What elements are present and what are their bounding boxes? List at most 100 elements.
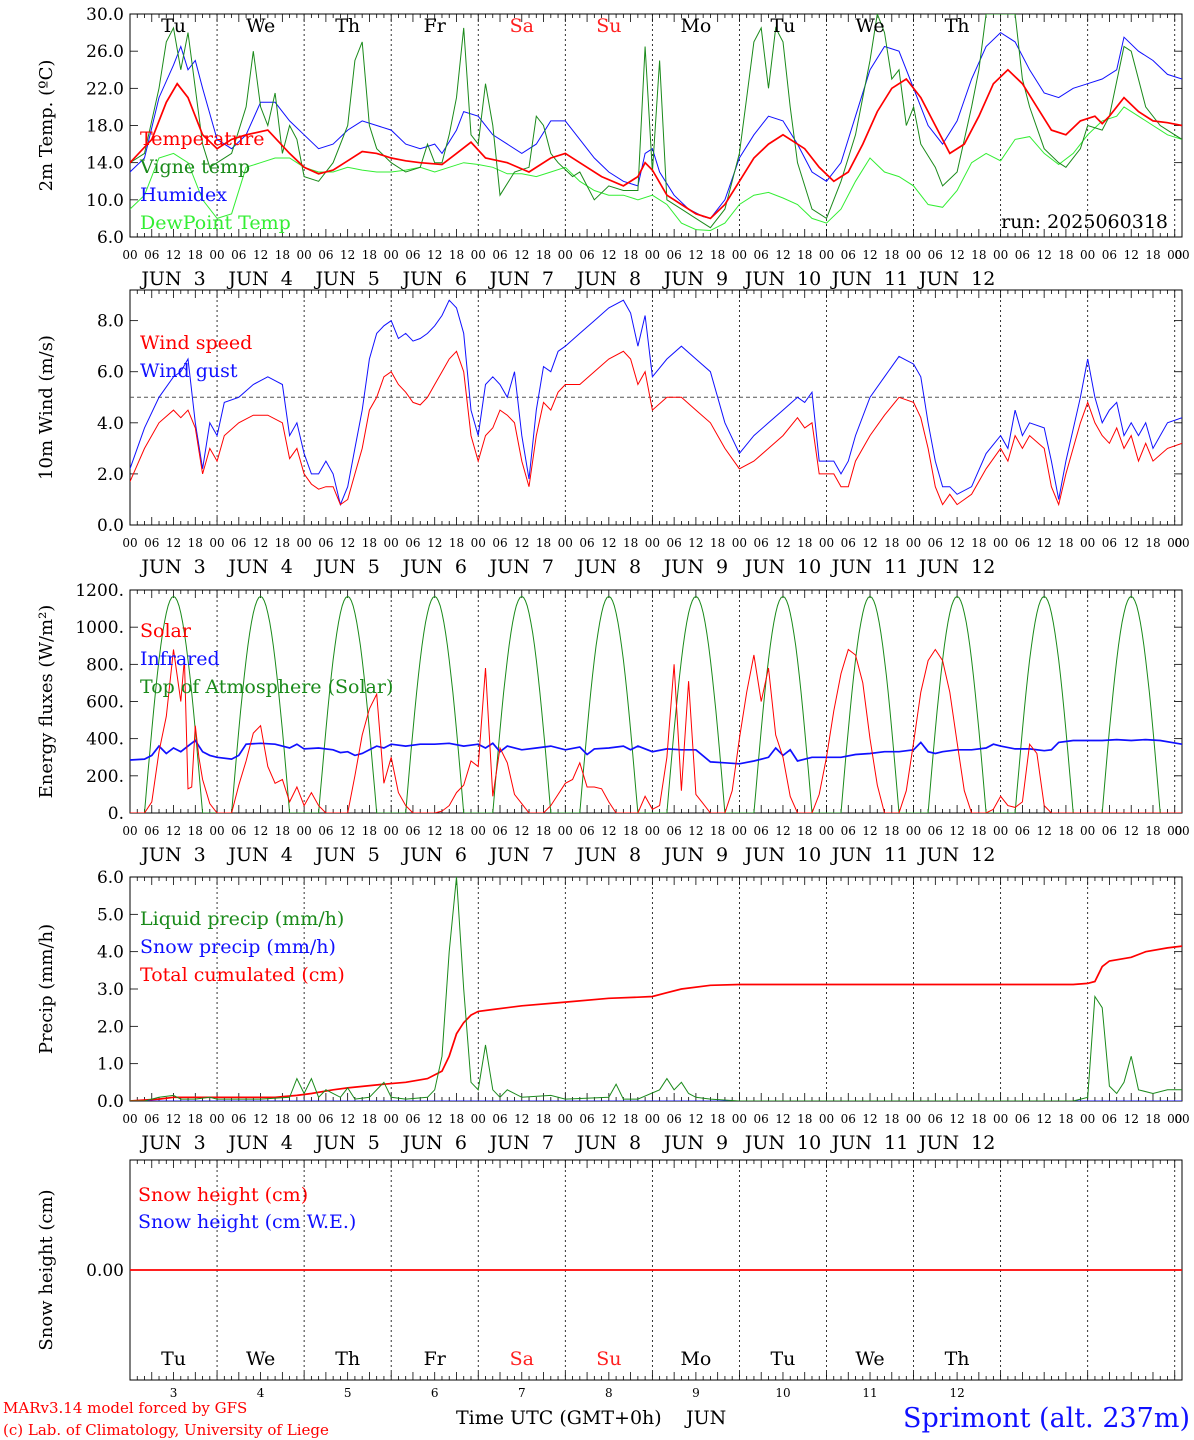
date-label: JUN 12	[917, 1132, 996, 1154]
hour-tick-label: 12	[253, 248, 268, 262]
hour-tick-label: 18	[1145, 1112, 1160, 1126]
run-label: run: 2025060318	[1001, 211, 1168, 233]
hour-tick-label: 18	[449, 1112, 464, 1126]
hour-tick-label: 00	[819, 1112, 834, 1126]
day-number-label: 10	[775, 1386, 790, 1400]
hour-tick-label: 06	[1015, 248, 1030, 262]
hour-tick-label: 12	[253, 1112, 268, 1126]
hour-tick-label: 06	[1102, 536, 1117, 550]
hour-tick-label: 18	[275, 536, 290, 550]
hour-tick-label: 06	[841, 824, 856, 838]
legend-entry: Wind gust	[140, 360, 238, 382]
date-label: JUN 6	[401, 844, 467, 866]
hour-tick-label: 18	[623, 824, 638, 838]
hour-tick-label: 18	[623, 248, 638, 262]
hour-tick-label: 06	[1102, 248, 1117, 262]
date-label: JUN 5	[313, 844, 379, 866]
y-tick-label: 0.0	[97, 1092, 124, 1112]
hour-tick-label: 06	[492, 824, 507, 838]
hour-tick-label: 00	[471, 536, 486, 550]
date-label: JUN 8	[575, 268, 641, 290]
date-label: JUN 6	[401, 556, 467, 578]
hour-tick-label: 00	[906, 248, 921, 262]
hour-tick-label: 06	[1102, 1112, 1117, 1126]
hour-tick-label: 12	[688, 824, 703, 838]
hour-tick-label: 18	[275, 1112, 290, 1126]
hour-tick-label: 18	[188, 1112, 203, 1126]
hour-tick-label: 00	[1174, 248, 1189, 262]
hour-tick-label: 12	[340, 1112, 355, 1126]
hour-tick-label: 06	[318, 248, 333, 262]
hour-tick-label: 18	[797, 248, 812, 262]
y-axis-label: Energy fluxes (W/m²)	[36, 605, 57, 799]
hour-tick-label: 18	[884, 248, 899, 262]
series-group	[130, 877, 1182, 1101]
hour-tick-label: 18	[1058, 248, 1073, 262]
hour-tick-label: 18	[275, 248, 290, 262]
series-group	[130, 14, 1182, 232]
hour-tick-label: 18	[536, 536, 551, 550]
hour-tick-label: 00	[558, 824, 573, 838]
y-tick-label: 6.0	[97, 868, 124, 888]
hour-tick-label: 06	[231, 824, 246, 838]
hour-tick-label: 00	[906, 1112, 921, 1126]
series-line	[130, 299, 1182, 507]
hour-tick-label: 18	[362, 824, 377, 838]
y-axis-label: 10m Wind (m/s)	[36, 335, 57, 480]
hour-tick-label: 18	[449, 824, 464, 838]
hour-tick-label: 12	[949, 536, 964, 550]
day-of-week-label: Sa	[510, 1348, 534, 1370]
hour-tick-label: 00	[906, 824, 921, 838]
panel-snow: 0.00 Snow height (cm) Snow height (cm) Snow…	[36, 1159, 1183, 1400]
series-line	[130, 738, 1182, 765]
hour-tick-label: 00	[732, 824, 747, 838]
date-label: JUN 10	[743, 268, 822, 290]
hour-tick-label: 06	[579, 536, 594, 550]
hour-tick-label: 00	[732, 1112, 747, 1126]
hour-tick-label: 06	[405, 536, 420, 550]
hour-tick-label: 00	[122, 248, 137, 262]
hour-tick-label: 06	[928, 536, 943, 550]
day-of-week-label: Tu	[771, 15, 796, 37]
hour-tick-label: 00	[645, 248, 660, 262]
hour-tick-label: 12	[601, 248, 616, 262]
date-label: JUN 7	[488, 268, 554, 290]
day-of-week-label: We	[855, 1348, 884, 1370]
hour-tick-label: 00	[471, 248, 486, 262]
series-line	[130, 31, 1182, 219]
hour-tick-label: 18	[188, 536, 203, 550]
day-number-label: 5	[344, 1386, 352, 1400]
hour-tick-label: 06	[492, 1112, 507, 1126]
hour-tick-label: 18	[1145, 536, 1160, 550]
y-tick-label: 4.0	[97, 414, 124, 434]
hour-tick-label: 12	[601, 824, 616, 838]
hour-tick-label: 00	[1167, 824, 1182, 838]
hour-tick-label: 00	[1167, 536, 1182, 550]
y-tick-label: 0.	[108, 804, 124, 824]
hour-tick-label: 00	[1174, 824, 1189, 838]
day-of-week-label: Th	[945, 15, 970, 37]
y-tick-label: 0.0	[97, 516, 124, 536]
day-of-week-label: We	[855, 15, 884, 37]
hour-tick-label: 00	[122, 536, 137, 550]
hour-tick-label: 12	[427, 536, 442, 550]
y-axis-label: Snow height (cm)	[36, 1189, 57, 1350]
hour-tick-label: 00	[296, 248, 311, 262]
day-number-label: 8	[605, 1386, 613, 1400]
hour-tick-label: 12	[427, 1112, 442, 1126]
y-tick-label: 200.	[86, 767, 124, 787]
hour-tick-label: 18	[1058, 1112, 1073, 1126]
panel-temperature: 6.0 10.0 14.0 18.0 22.0 26.0 30.0 2m Temp. (ºC)…	[36, 5, 1190, 290]
y-tick-label: 0.00	[86, 1261, 124, 1281]
day-of-week-label: We	[246, 15, 275, 37]
date-label: JUN 3	[139, 268, 205, 290]
date-label: JUN 4	[226, 268, 292, 290]
hour-tick-label: 06	[1102, 824, 1117, 838]
hour-tick-label: 18	[536, 1112, 551, 1126]
date-label: JUN 3	[139, 844, 205, 866]
y-tick-label: 10.0	[86, 191, 124, 211]
hour-tick-label: 00	[384, 536, 399, 550]
hour-tick-label: 12	[1037, 536, 1052, 550]
hour-tick-label: 06	[144, 824, 159, 838]
date-label: JUN 10	[743, 556, 822, 578]
